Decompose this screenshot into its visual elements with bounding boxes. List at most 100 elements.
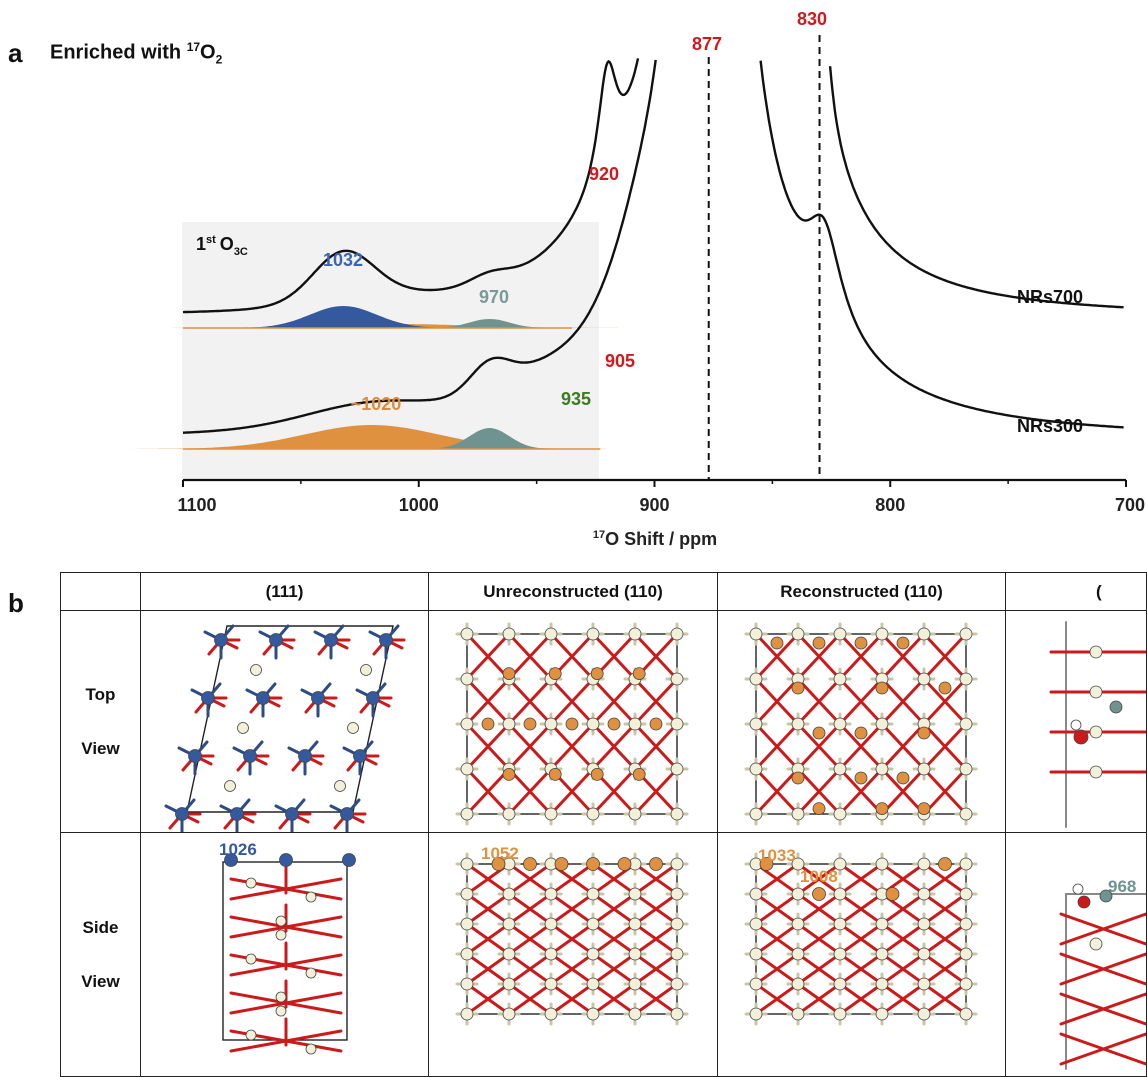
cerium-atom	[586, 947, 600, 960]
cerium-atom	[833, 672, 847, 685]
bond	[880, 767, 926, 815]
bond	[754, 952, 800, 985]
bond	[796, 982, 842, 1015]
cerium-atom	[791, 717, 805, 730]
bond	[507, 952, 553, 985]
cerium-atom	[670, 672, 684, 685]
bond	[796, 722, 842, 770]
surface-oxygen-atom	[854, 726, 868, 739]
cerium-atom	[791, 627, 805, 640]
cerium-atom	[502, 917, 516, 930]
bond	[507, 767, 553, 815]
bond	[507, 677, 553, 725]
cerium-atom	[544, 1007, 558, 1020]
cerium-atom	[791, 947, 805, 960]
cerium-atom	[959, 947, 973, 960]
bond	[549, 982, 595, 1015]
bond	[633, 952, 679, 985]
surface-oxygen-atom	[342, 852, 356, 867]
cerium-atom	[586, 887, 600, 900]
cerium-atom	[628, 977, 642, 990]
cerium-atom	[544, 807, 558, 820]
column-header-reconstructed-110: Reconstructed (110)	[717, 572, 1006, 611]
bond	[549, 767, 595, 815]
cerium-atom	[959, 887, 973, 900]
inset-label-first-o3c: 1st O3C	[196, 234, 248, 258]
surface-oxygen-atom	[617, 856, 632, 871]
bond	[754, 862, 800, 895]
shift-label-968: 968	[1108, 877, 1136, 896]
bond	[465, 722, 511, 770]
surface-oxygen-atom	[256, 690, 270, 705]
bond	[880, 677, 926, 725]
cerium-atom	[628, 807, 642, 820]
surface-oxygen-atom	[632, 666, 646, 680]
cerium-atom	[833, 807, 847, 820]
cerium-atom	[334, 779, 346, 792]
cerium-atom	[959, 1007, 973, 1020]
cerium-atom	[460, 887, 474, 900]
cerium-atom	[959, 917, 973, 930]
bond	[465, 892, 511, 925]
bond	[465, 982, 511, 1015]
shift-label-1026: 1026	[219, 840, 257, 859]
surface-oxygen-atom	[324, 632, 338, 647]
bond	[507, 632, 553, 680]
surface-oxygen-atom	[502, 666, 516, 680]
peak-label-905: 905	[605, 351, 635, 371]
cerium-atom	[791, 917, 805, 930]
cerium-atom	[959, 857, 973, 870]
x-tick-label: 800	[875, 495, 905, 515]
surface-oxygen-atom	[885, 886, 900, 901]
cerium-atom	[670, 917, 684, 930]
bond	[922, 952, 968, 985]
cerium-atom	[460, 627, 474, 640]
cerium-atom	[245, 1029, 257, 1040]
bond	[838, 952, 884, 985]
peak-label-935: 935	[561, 389, 591, 409]
cerium-atom	[305, 1043, 317, 1054]
surface-oxygen-atom	[1099, 889, 1113, 902]
cerium-atom	[670, 717, 684, 730]
bond	[754, 722, 800, 770]
cerium-atom	[791, 1007, 805, 1020]
x-tick-label: 1000	[399, 495, 439, 515]
surface-oxygen-atom	[812, 636, 826, 649]
surface-oxygen-atom	[875, 681, 889, 694]
bond	[591, 982, 637, 1015]
cerium-atom	[749, 947, 763, 960]
bond	[880, 922, 926, 955]
cerium-atom	[586, 807, 600, 820]
cerium-atom	[502, 977, 516, 990]
bond	[633, 862, 679, 895]
component-teal-970-nrs300	[404, 428, 575, 449]
cerium-atom	[670, 1007, 684, 1020]
bond	[507, 722, 553, 770]
nmr-spectrum: 1100 1000 900 800 700 17O Shift / ppm 877 830 9…	[76, 9, 1145, 549]
cerium-atom	[460, 947, 474, 960]
bond	[838, 892, 884, 925]
cell-111-top	[140, 610, 429, 833]
bond	[507, 862, 553, 895]
cerium-atom	[959, 672, 973, 685]
surface-oxygen-atom	[791, 771, 805, 784]
column-header-partial: (	[1005, 572, 1147, 611]
peak-label-877: 877	[692, 34, 722, 54]
bond	[1059, 912, 1146, 945]
surface-oxygen-atom	[523, 717, 537, 730]
cerium-atom	[833, 947, 847, 960]
bond	[796, 677, 842, 725]
cerium-atom	[875, 762, 889, 775]
cerium-atom	[628, 947, 642, 960]
bond	[549, 922, 595, 955]
bond	[591, 892, 637, 925]
cell-unrec-top	[428, 610, 718, 833]
cerium-atom	[749, 807, 763, 820]
bond	[922, 677, 968, 725]
surface-oxygen-atom	[188, 748, 202, 763]
cerium-atom	[959, 807, 973, 820]
cerium-atom	[959, 762, 973, 775]
bond	[754, 892, 800, 925]
bond	[838, 632, 884, 680]
bond	[922, 922, 968, 955]
